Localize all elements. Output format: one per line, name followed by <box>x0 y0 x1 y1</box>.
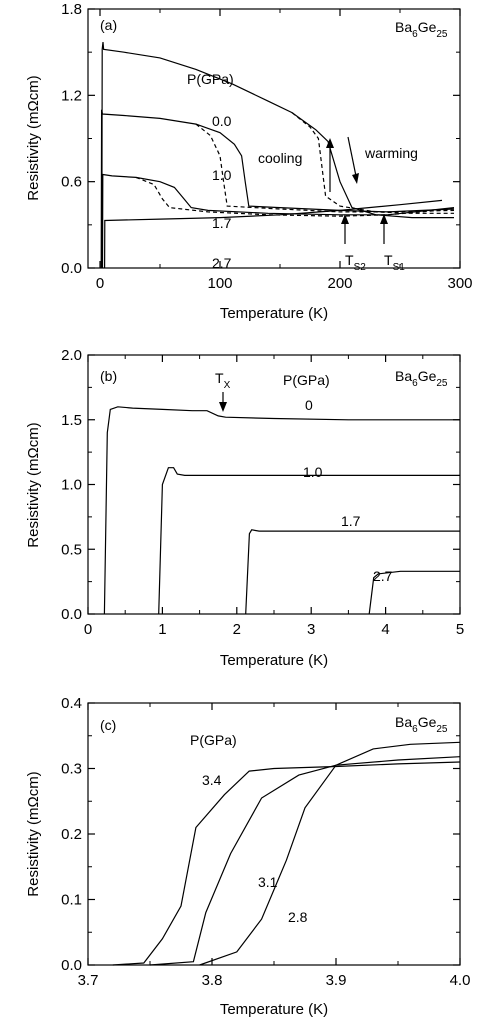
y-tick-label-b-0: 0.0 <box>61 606 82 623</box>
y-tick-label-c-3: 0.3 <box>61 761 82 778</box>
x-tick-label-b-5: 5 <box>456 621 464 638</box>
legend-title-a: P(GPa) <box>187 71 234 87</box>
y-tick-label-a-3: 1.8 <box>61 1 82 18</box>
sample-label-b: Ba6Ge25 <box>395 368 448 389</box>
series-line-a-5 <box>135 176 455 217</box>
y-tick-label-c-1: 0.1 <box>61 892 82 909</box>
y-tick-label-a-0: 0.0 <box>61 260 82 277</box>
panel-label-a: (a) <box>100 17 117 33</box>
series-line-b-3 <box>368 570 460 615</box>
x-tick-label-c-1: 3.8 <box>202 972 223 989</box>
pressure-label-c-1: 3.1 <box>258 874 278 890</box>
y-tick-label-c-2: 0.2 <box>61 826 82 843</box>
sample-label-a: Ba6Ge25 <box>395 19 448 40</box>
y-tick-label-b-3: 1.5 <box>61 412 82 429</box>
tx-label: TX <box>215 370 231 391</box>
series-line-a-3 <box>195 123 455 213</box>
x-tick-label-a-3: 300 <box>447 275 472 292</box>
series-line-a-4 <box>101 173 455 269</box>
legend-title-c: P(GPa) <box>190 732 237 748</box>
axis-ticks-a: 0 100 200 300 0.0 0.6 1.2 1.8 <box>61 1 472 292</box>
x-tick-label-b-3: 3 <box>307 621 315 638</box>
x-tick-label-b-2: 2 <box>233 621 241 638</box>
series-line-c-1 <box>149 756 461 966</box>
pressure-label-c-2: 2.8 <box>288 909 308 925</box>
plot-frame-a <box>87 8 461 269</box>
pressure-label-b-0: 0 <box>305 397 313 413</box>
plot-frame-c <box>87 702 461 966</box>
pressure-label-b-2: 1.7 <box>341 513 361 529</box>
warming-arrow <box>347 136 358 182</box>
series-c <box>112 741 461 966</box>
pressure-label-b-3: 2.7 <box>373 568 393 584</box>
series-line-c-0 <box>112 761 461 966</box>
pressure-label-a-1: 1.0 <box>212 167 232 183</box>
series-line-a-2 <box>100 109 455 269</box>
series-a <box>100 42 455 269</box>
x-tick-label-c-3: 4.0 <box>450 972 471 989</box>
legend-title-b: P(GPa) <box>283 372 330 388</box>
ts2-arrowhead <box>341 214 349 224</box>
panel-a: 0 100 200 300 0.0 0.6 1.2 1.8 (a) Ba6Ge25 P(GPa… <box>25 1 473 322</box>
y-axis-label-b: Resistivity (mΩcm) <box>25 422 42 547</box>
series-b <box>103 406 460 615</box>
pressure-label-a-3: 2.7 <box>212 255 232 271</box>
plot-frame-b <box>87 354 461 615</box>
panel-b: 0 1 2 3 4 5 0.0 0.5 1.0 1.5 2.0 (b) Ba6Ge25 P(GPa)… <box>25 347 464 669</box>
y-tick-label-b-1: 0.5 <box>61 541 82 558</box>
warming-arrowhead <box>352 173 359 184</box>
series-line-c-2 <box>199 741 461 966</box>
y-tick-label-a-1: 0.6 <box>61 174 82 191</box>
series-line-a-0 <box>101 42 454 269</box>
series-line-a-1 <box>291 112 454 214</box>
axis-ticks-b: 0 1 2 3 4 5 0.0 0.5 1.0 1.5 2.0 <box>61 347 464 638</box>
pressure-label-c-0: 3.4 <box>202 772 222 788</box>
x-tick-label-c-0: 3.7 <box>78 972 99 989</box>
x-axis-label-b: Temperature (K) <box>220 652 328 669</box>
series-line-a-6 <box>104 199 443 269</box>
ts1-label: TS1 <box>384 252 405 273</box>
panel-label-b: (b) <box>100 368 117 384</box>
warming-label: warming <box>364 145 418 161</box>
x-axis-label-a: Temperature (K) <box>220 305 328 322</box>
pressure-label-a-0: 0.0 <box>212 113 232 129</box>
cooling-arrowhead <box>326 138 334 148</box>
y-tick-label-b-4: 2.0 <box>61 347 82 364</box>
y-axis-label-c: Resistivity (mΩcm) <box>25 771 42 896</box>
x-tick-label-a-0: 0 <box>96 275 104 292</box>
cooling-label: cooling <box>258 150 302 166</box>
x-axis-label-c: Temperature (K) <box>220 1001 328 1018</box>
tx-arrowhead <box>219 402 227 412</box>
axis-ticks-c: 3.7 3.8 3.9 4.0 0.0 0.1 0.2 0.3 0.4 <box>61 695 470 989</box>
series-line-b-1 <box>158 467 460 615</box>
panel-c: 3.7 3.8 3.9 4.00.00.10.20.30.4 (c) Ba6Ge25 … <box>25 695 470 1018</box>
y-tick-label-c-4: 0.4 <box>61 695 82 712</box>
y-axis-label-a: Resistivity (mΩcm) <box>25 75 42 200</box>
pressure-label-b-1: 1.0 <box>303 464 323 480</box>
x-tick-label-a-2: 200 <box>327 275 352 292</box>
y-tick-label-c-0: 0.0 <box>61 957 82 974</box>
sample-label-c: Ba6Ge25 <box>395 714 448 735</box>
x-tick-label-c-2: 3.9 <box>326 972 347 989</box>
x-tick-label-a-1: 100 <box>207 275 232 292</box>
y-tick-label-a-2: 1.2 <box>61 87 82 104</box>
x-tick-label-b-1: 1 <box>158 621 166 638</box>
ts2-label: TS2 <box>345 252 366 273</box>
ts1-arrowhead <box>380 214 388 224</box>
y-tick-label-b-2: 1.0 <box>61 477 82 494</box>
series-line-b-2 <box>245 529 460 615</box>
panel-label-c: (c) <box>100 717 116 733</box>
pressure-label-a-2: 1.7 <box>212 215 232 231</box>
series-line-b-0 <box>103 406 460 615</box>
x-tick-label-b-4: 4 <box>381 621 389 638</box>
x-tick-label-b-0: 0 <box>84 621 92 638</box>
